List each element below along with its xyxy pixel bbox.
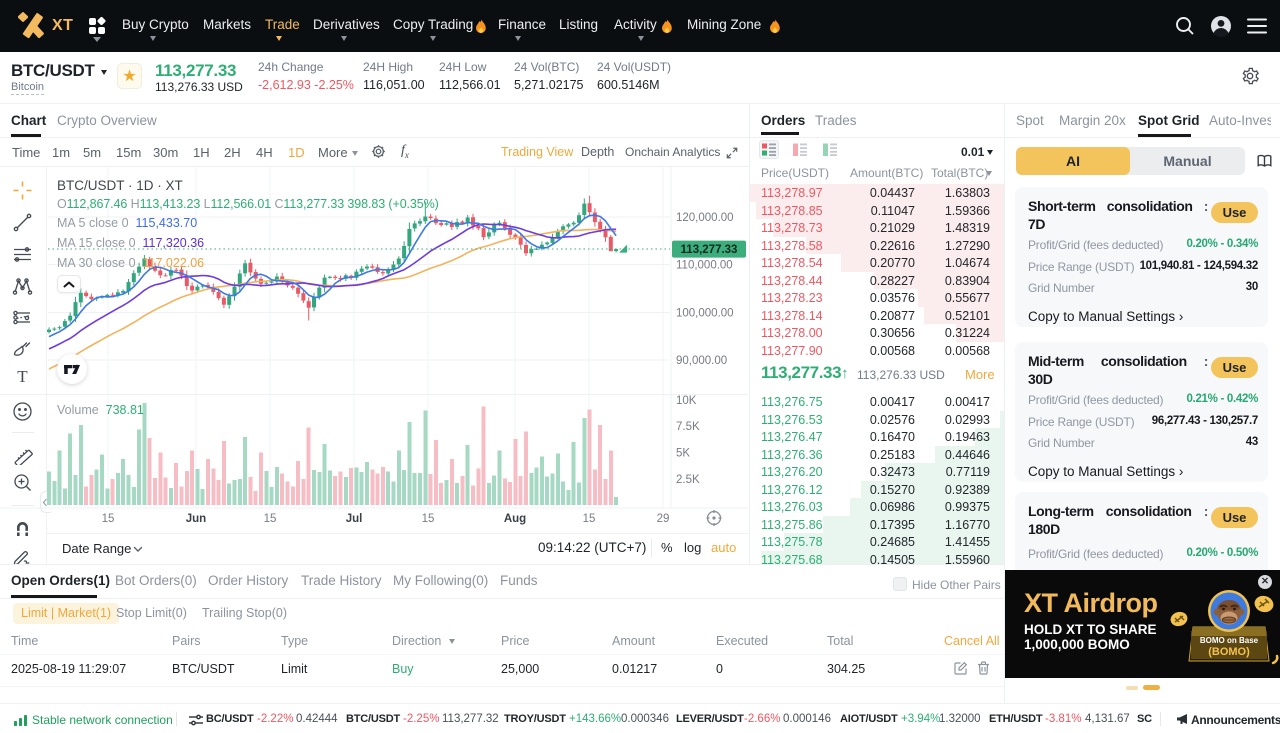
svg-text:15: 15 (422, 513, 435, 525)
svg-text:113,277.33: 113,277.33 (681, 244, 738, 256)
svg-text:BOMO on Base: BOMO on Base (1200, 636, 1259, 645)
svg-text:10K: 10K (676, 395, 697, 407)
svg-text:29: 29 (657, 513, 670, 525)
svg-text:5K: 5K (676, 448, 690, 460)
svg-text:120,000.00: 120,000.00 (676, 212, 734, 224)
svg-text:110,000.00: 110,000.00 (676, 260, 733, 272)
svg-text:Aug: Aug (504, 513, 526, 525)
svg-text:2.5K: 2.5K (676, 474, 700, 486)
svg-text:(BOMO): (BOMO) (1208, 646, 1250, 658)
svg-text:90,000.00: 90,000.00 (676, 355, 727, 367)
svg-text:7.5K: 7.5K (676, 421, 700, 433)
svg-text:100,000.00: 100,000.00 (676, 307, 734, 319)
svg-text:15: 15 (264, 513, 277, 525)
svg-text:15: 15 (583, 513, 596, 525)
svg-text:Jun: Jun (186, 513, 206, 525)
svg-text:Jul: Jul (346, 513, 363, 525)
svg-text:15: 15 (102, 513, 115, 525)
